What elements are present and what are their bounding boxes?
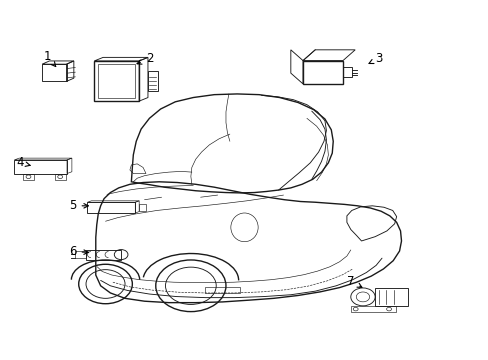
Bar (350, 306, 396, 312)
Text: 7: 7 (346, 275, 361, 288)
Text: 2: 2 (137, 52, 153, 65)
Bar (23, 174, 34, 180)
Text: 4: 4 (17, 156, 30, 169)
Bar (55, 174, 65, 180)
Text: 6: 6 (69, 245, 88, 258)
Text: 5: 5 (69, 199, 88, 212)
Text: 3: 3 (368, 52, 382, 65)
Text: 1: 1 (43, 50, 56, 67)
